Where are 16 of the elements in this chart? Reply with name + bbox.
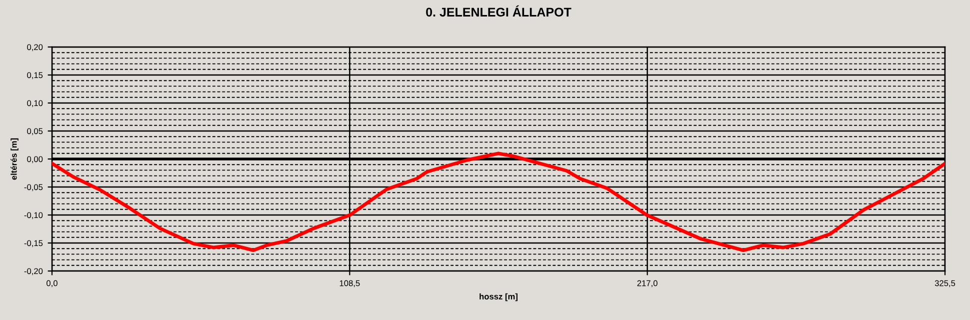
x-tick-label: 108,5 [340,280,360,288]
y-tick-label: -0,20 [24,268,43,276]
chart-title: 0. JELENLEGI ÁLLAPOT [426,5,572,17]
y-tick-label: 0,20 [27,44,43,52]
x-tick-label: 0,0 [46,280,58,288]
y-tick-label: 0,15 [27,72,43,80]
y-tick-label: 0,10 [27,100,43,108]
y-tick-label: 0,05 [27,128,43,136]
y-tick-label: -0,10 [24,212,43,220]
y-axis-title: eltérés [m] [10,138,18,180]
x-tick-label: 217,0 [637,280,658,288]
x-axis-title: hossz [m] [480,293,518,302]
y-tick-label: -0,15 [24,240,43,248]
y-tick-label: -0,05 [24,184,43,192]
x-tick-label: 325,5 [934,280,956,288]
y-tick-label: 0,00 [27,156,43,164]
